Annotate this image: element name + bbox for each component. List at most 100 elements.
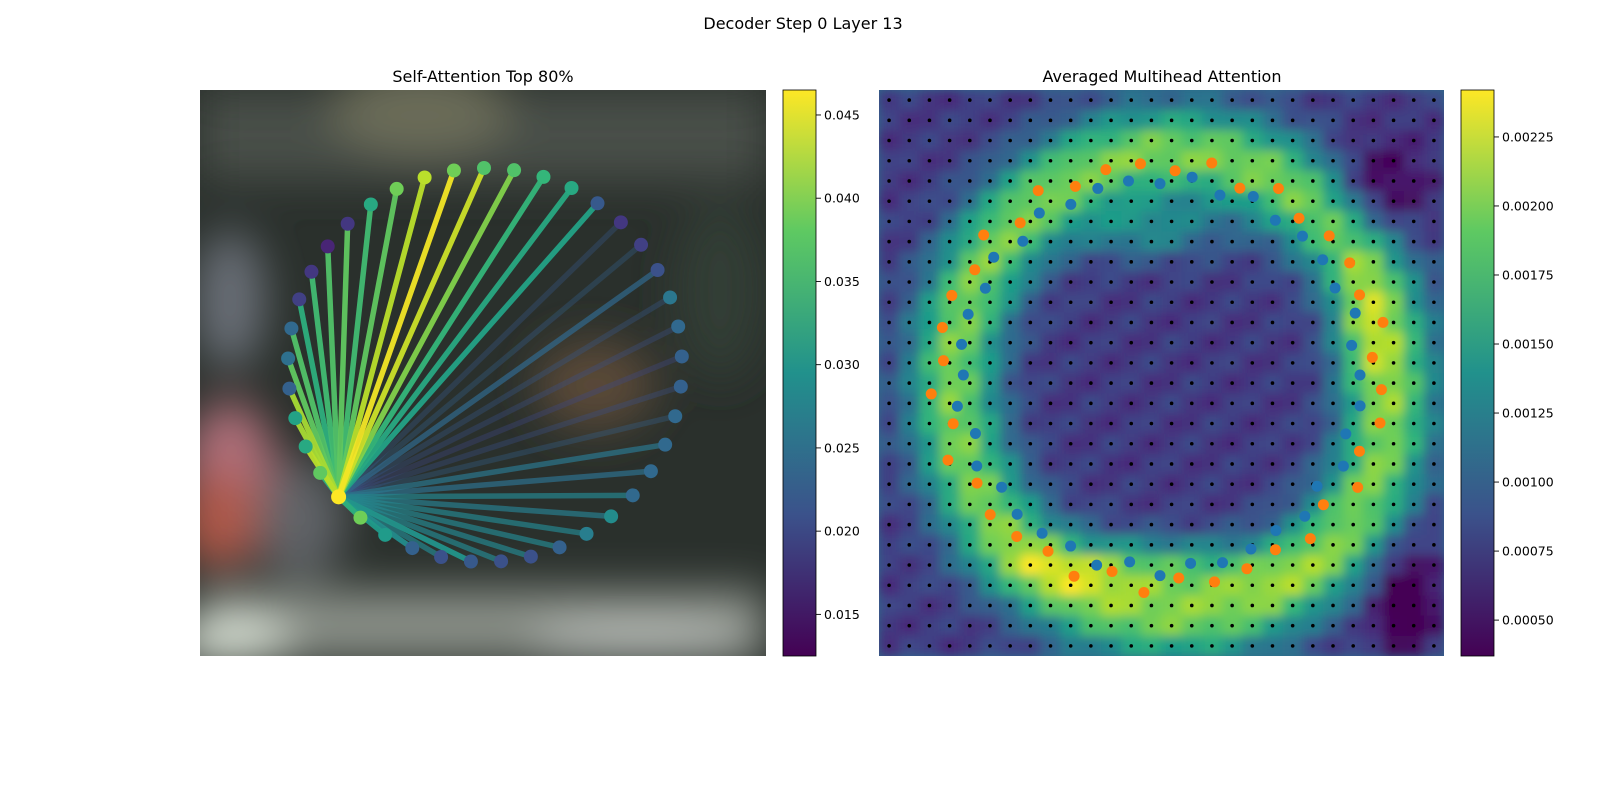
blue-keypoint (1269, 214, 1281, 226)
attention-edge (337, 383, 682, 500)
grid-dot (1149, 623, 1154, 628)
grid-dot (927, 563, 932, 567)
grid-dot (1068, 623, 1073, 628)
grid-dot (1048, 522, 1053, 527)
grid-dot (1311, 199, 1315, 203)
blue-keypoint (1317, 254, 1329, 266)
grid-dot (1331, 320, 1335, 325)
grid-dot (1048, 239, 1053, 244)
grid-dot (1331, 522, 1335, 527)
grid-dot (1250, 462, 1255, 466)
grid-dot (1371, 158, 1376, 163)
grid-dot (1391, 421, 1396, 426)
grid-dot (1210, 644, 1214, 648)
grid-dot (1169, 462, 1174, 466)
grid-dot (1189, 199, 1194, 203)
token-node (650, 263, 665, 278)
grid-dot (1391, 644, 1396, 648)
grid-dot (1351, 381, 1355, 385)
grid-dot (907, 158, 912, 163)
grid-dot (1230, 340, 1234, 345)
grid-dot (1371, 219, 1376, 224)
grid-dot (1089, 260, 1093, 264)
grid-dot (1210, 179, 1214, 183)
grid-dot (1169, 522, 1174, 527)
grid-dot (1129, 260, 1134, 264)
grid-dot (968, 179, 972, 183)
grid-dot (1230, 98, 1234, 102)
grid-dot (1250, 118, 1255, 123)
grid-dot (907, 441, 912, 446)
grid-dot (1411, 179, 1416, 183)
token-node (604, 509, 619, 524)
grid-dot (1048, 118, 1053, 123)
blue-keypoint (1154, 178, 1166, 190)
grid-dot (887, 219, 891, 224)
grid-dot (1250, 644, 1255, 648)
grid-dot (1109, 543, 1113, 547)
grid-dot (1048, 623, 1053, 628)
token-node (671, 319, 686, 334)
grid-dot (1411, 603, 1416, 608)
grid-dot (1270, 441, 1275, 446)
grid-dot (1109, 421, 1113, 426)
grid-dot (1169, 381, 1174, 385)
grid-dot (1270, 138, 1275, 143)
grid-dot (1129, 280, 1134, 284)
grid-dot (1210, 340, 1214, 345)
grid-dot (1068, 158, 1073, 163)
orange-keypoint (1014, 217, 1026, 229)
grid-dot (1109, 340, 1113, 345)
grid-dot (927, 300, 932, 305)
grid-dot (1290, 462, 1295, 466)
grid-dot (1089, 482, 1093, 486)
token-node (282, 381, 297, 396)
grid-dot (1129, 381, 1134, 385)
grid-dot (1432, 401, 1436, 406)
grid-dot (1270, 482, 1275, 486)
grid-dot (988, 179, 992, 183)
grid-dot (968, 644, 972, 648)
grid-dot (887, 421, 891, 426)
grid-dot (1311, 462, 1315, 466)
token-node (405, 541, 420, 556)
grid-dot (988, 199, 992, 203)
grid-dot (1028, 280, 1033, 284)
grid-dot (1230, 623, 1234, 628)
grid-dot (1048, 502, 1053, 507)
grid-dot (947, 603, 952, 608)
grid-dot (1331, 260, 1335, 264)
grid-dot (1068, 219, 1073, 224)
grid-dot (1331, 239, 1335, 244)
grid-dot (1331, 361, 1335, 365)
grid-dot (1230, 300, 1234, 305)
grid-dot (988, 381, 992, 385)
grid-dot (1432, 482, 1436, 486)
grid-dot (1028, 381, 1033, 385)
grid-dot (1048, 462, 1053, 466)
blue-keypoint (971, 460, 983, 472)
grid-dot (1048, 421, 1053, 426)
grid-dot (947, 138, 952, 143)
grid-dot (1008, 219, 1012, 224)
grid-dot (1411, 583, 1416, 588)
grid-dot (1230, 260, 1234, 264)
grid-dot (1351, 98, 1355, 102)
grid-dot (1290, 644, 1295, 648)
grid-dot (1432, 381, 1436, 385)
grid-dot (927, 421, 932, 426)
grid-dot (1351, 401, 1355, 406)
grid-dot (1230, 138, 1234, 143)
blue-keypoint (1186, 171, 1198, 183)
orange-keypoint (1241, 563, 1253, 575)
blue-keypoint (956, 338, 968, 350)
grid-dot (1189, 98, 1194, 102)
left-background-image (200, 90, 766, 656)
grid-dot (1008, 583, 1012, 588)
grid-dot (1411, 441, 1416, 446)
grid-dot (1210, 502, 1214, 507)
grid-dot (1411, 98, 1416, 102)
grid-dot (1028, 441, 1033, 446)
grid-dot (887, 340, 891, 345)
grid-dot (1129, 543, 1134, 547)
